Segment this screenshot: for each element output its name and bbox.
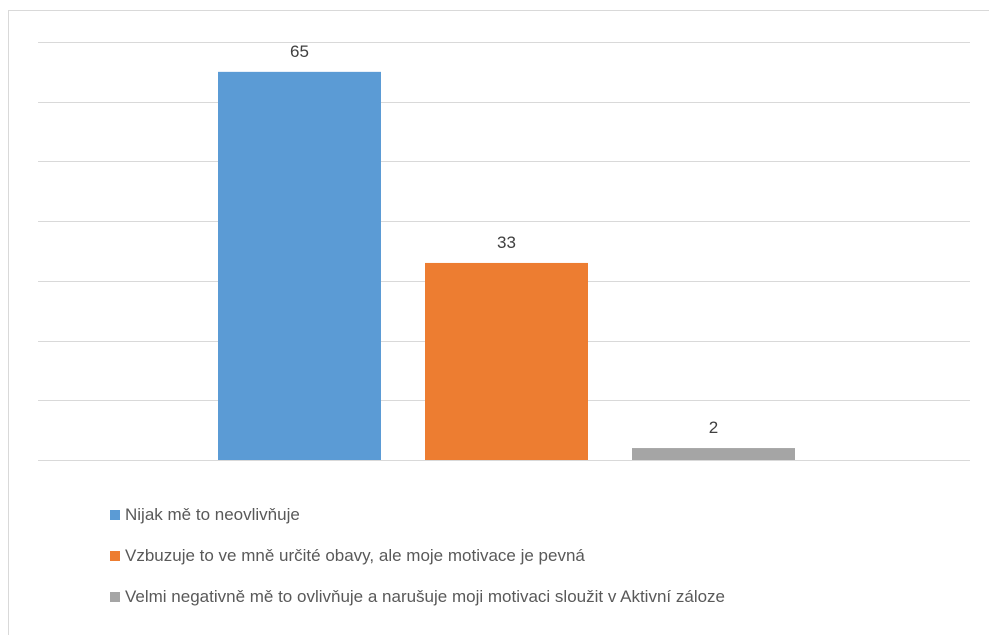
legend-label: Nijak mě to neovlivňuje bbox=[125, 505, 300, 524]
legend: Nijak mě to neovlivňuje Vzbuzuje to ve m… bbox=[110, 502, 970, 625]
legend-label: Velmi negativně mě to ovlivňuje a narušu… bbox=[125, 587, 726, 606]
bar-3 bbox=[632, 448, 795, 460]
data-label: 33 bbox=[497, 233, 516, 252]
bar-1 bbox=[218, 71, 381, 460]
bar-2 bbox=[425, 262, 588, 460]
legend-item-nijak: Nijak mě to neovlivňuje bbox=[110, 502, 970, 528]
legend-label: Vzbuzuje to ve mně určité obavy, ale moj… bbox=[125, 546, 585, 565]
legend-item-velmi: Velmi negativně mě to ovlivňuje a narušu… bbox=[110, 584, 970, 610]
data-label: 2 bbox=[709, 418, 718, 437]
legend-item-vzbuzuje: Vzbuzuje to ve mně určité obavy, ale moj… bbox=[110, 543, 970, 569]
legend-swatch-blue bbox=[110, 510, 120, 520]
legend-swatch-gray bbox=[110, 592, 120, 602]
legend-swatch-orange bbox=[110, 551, 120, 561]
data-label: 65 bbox=[290, 42, 309, 61]
